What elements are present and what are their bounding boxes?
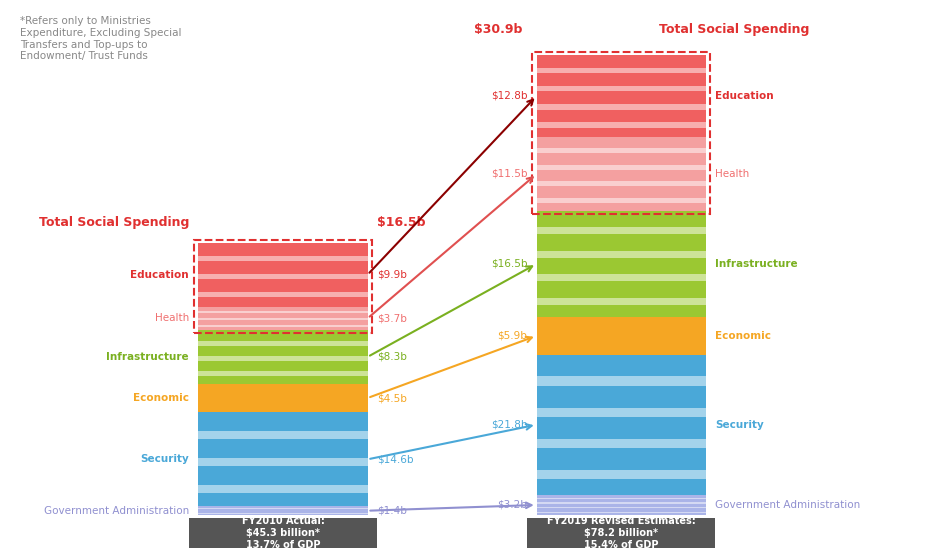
Text: Health: Health (715, 169, 750, 179)
FancyBboxPatch shape (537, 439, 706, 448)
FancyBboxPatch shape (199, 510, 368, 512)
Text: Infrastructure: Infrastructure (106, 352, 189, 362)
FancyBboxPatch shape (537, 251, 706, 258)
Text: $5.9b: $5.9b (498, 331, 527, 341)
FancyBboxPatch shape (537, 354, 706, 495)
Text: FY2019 Revised Estimates:
$78.2 billion*
15.4% of GDP: FY2019 Revised Estimates: $78.2 billion*… (547, 517, 695, 550)
FancyBboxPatch shape (537, 181, 706, 186)
Text: $14.6b: $14.6b (377, 455, 413, 465)
FancyBboxPatch shape (199, 372, 368, 376)
Text: Education: Education (130, 270, 189, 280)
FancyBboxPatch shape (537, 149, 706, 153)
FancyBboxPatch shape (537, 274, 706, 281)
FancyBboxPatch shape (537, 104, 706, 109)
FancyBboxPatch shape (199, 413, 368, 506)
Text: $3.7b: $3.7b (377, 314, 407, 324)
FancyBboxPatch shape (199, 341, 368, 346)
Text: $4.5b: $4.5b (377, 393, 407, 403)
FancyBboxPatch shape (537, 495, 706, 515)
Text: Economic: Economic (133, 393, 189, 403)
FancyBboxPatch shape (199, 306, 368, 330)
Text: Government Administration: Government Administration (715, 500, 861, 510)
FancyBboxPatch shape (199, 485, 368, 493)
FancyBboxPatch shape (527, 518, 715, 548)
Text: Health: Health (155, 314, 189, 324)
FancyBboxPatch shape (537, 86, 706, 91)
FancyBboxPatch shape (537, 507, 706, 508)
Text: Government Administration: Government Administration (44, 506, 189, 516)
Text: Security: Security (715, 420, 764, 430)
FancyBboxPatch shape (189, 518, 377, 548)
FancyBboxPatch shape (537, 470, 706, 479)
Text: FY2010 Actual:
$45.3 billion*
13.7% of GDP: FY2010 Actual: $45.3 billion* 13.7% of G… (241, 517, 324, 550)
FancyBboxPatch shape (199, 255, 368, 261)
FancyBboxPatch shape (537, 137, 706, 211)
FancyBboxPatch shape (537, 67, 706, 73)
Text: Total Social Spending: Total Social Spending (658, 23, 809, 35)
Text: Economic: Economic (715, 331, 771, 341)
FancyBboxPatch shape (199, 506, 368, 515)
Text: Infrastructure: Infrastructure (715, 259, 798, 269)
Text: Security: Security (141, 455, 189, 465)
FancyBboxPatch shape (537, 55, 706, 137)
FancyBboxPatch shape (537, 498, 706, 499)
Text: $9.9b: $9.9b (377, 270, 407, 280)
FancyBboxPatch shape (199, 508, 368, 509)
Text: $11.5b: $11.5b (491, 169, 527, 179)
FancyBboxPatch shape (537, 227, 706, 234)
Text: Education: Education (715, 91, 773, 101)
FancyBboxPatch shape (199, 330, 368, 384)
FancyBboxPatch shape (199, 458, 368, 466)
FancyBboxPatch shape (199, 292, 368, 298)
FancyBboxPatch shape (537, 512, 706, 513)
FancyBboxPatch shape (537, 377, 706, 386)
Text: $3.2b: $3.2b (498, 500, 527, 510)
Text: $8.3b: $8.3b (377, 352, 407, 362)
FancyBboxPatch shape (537, 408, 706, 417)
FancyBboxPatch shape (199, 243, 368, 306)
Text: Total Social Spending: Total Social Spending (39, 216, 189, 229)
Text: $21.8b: $21.8b (491, 420, 527, 430)
FancyBboxPatch shape (537, 298, 706, 305)
Text: $30.9b: $30.9b (474, 23, 522, 35)
FancyBboxPatch shape (537, 122, 706, 128)
FancyBboxPatch shape (199, 431, 368, 439)
Text: $16.5b: $16.5b (491, 259, 527, 269)
FancyBboxPatch shape (199, 311, 368, 314)
FancyBboxPatch shape (199, 513, 368, 514)
Text: $12.8b: $12.8b (491, 91, 527, 101)
FancyBboxPatch shape (199, 356, 368, 361)
Text: *Refers only to Ministries
Expenditure, Excluding Special
Transfers and Top-ups : *Refers only to Ministries Expenditure, … (20, 17, 181, 61)
FancyBboxPatch shape (537, 503, 706, 504)
FancyBboxPatch shape (199, 274, 368, 279)
FancyBboxPatch shape (199, 384, 368, 413)
FancyBboxPatch shape (537, 165, 706, 170)
FancyBboxPatch shape (537, 198, 706, 202)
FancyBboxPatch shape (199, 318, 368, 320)
Text: $16.5b: $16.5b (377, 216, 426, 229)
Text: $1.4b: $1.4b (377, 506, 407, 516)
FancyBboxPatch shape (537, 317, 706, 354)
FancyBboxPatch shape (537, 211, 706, 317)
FancyBboxPatch shape (199, 325, 368, 327)
